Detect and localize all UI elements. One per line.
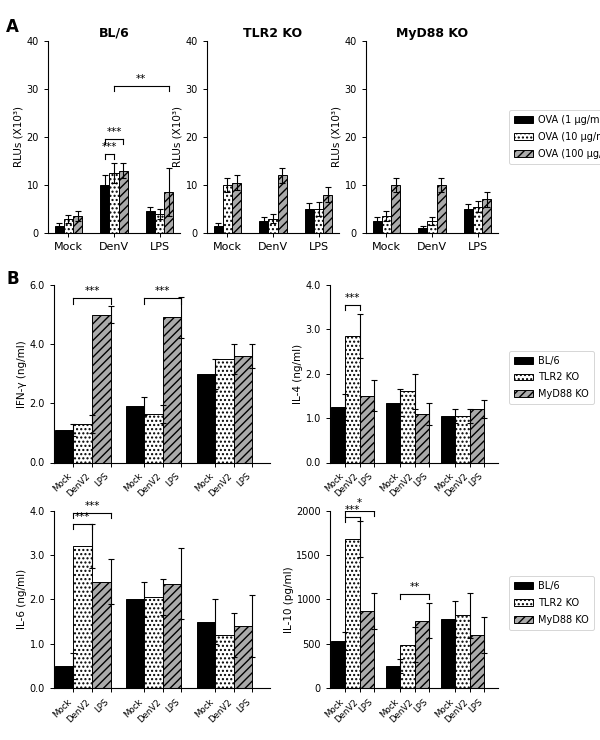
Y-axis label: IL-6 (ng/ml): IL-6 (ng/ml) xyxy=(17,569,27,630)
Bar xyxy=(215,635,234,688)
Bar xyxy=(455,616,470,688)
Legend: BL/6, TLR2 KO, MyD88 KO: BL/6, TLR2 KO, MyD88 KO xyxy=(509,576,593,630)
Text: ***: *** xyxy=(75,512,91,522)
Bar xyxy=(455,416,470,462)
Bar xyxy=(400,391,415,462)
Bar xyxy=(359,611,374,688)
Y-axis label: IL-4 (ng/ml): IL-4 (ng/ml) xyxy=(293,343,303,404)
Bar xyxy=(197,374,215,462)
Bar xyxy=(415,621,429,688)
Y-axis label: RLUs (X10³): RLUs (X10³) xyxy=(332,107,342,167)
Bar xyxy=(359,396,374,462)
Bar xyxy=(323,195,332,233)
Bar xyxy=(119,170,128,233)
Bar xyxy=(391,185,400,233)
Bar xyxy=(144,597,163,688)
Bar xyxy=(441,619,455,688)
Bar xyxy=(470,635,484,688)
Bar xyxy=(232,183,241,233)
Bar xyxy=(109,173,119,233)
Bar xyxy=(126,599,144,688)
Bar xyxy=(73,546,92,688)
Bar xyxy=(146,212,155,233)
Bar xyxy=(55,430,73,462)
Bar xyxy=(64,218,73,233)
Title: MyD88 KO: MyD88 KO xyxy=(396,27,468,39)
Bar xyxy=(73,424,92,462)
Bar xyxy=(164,192,173,233)
Bar xyxy=(163,584,181,688)
Bar xyxy=(345,336,359,462)
Bar xyxy=(331,407,345,462)
Text: ***: *** xyxy=(102,142,117,152)
Y-axis label: RLUs (X10³): RLUs (X10³) xyxy=(14,107,24,167)
Text: ***: *** xyxy=(106,127,122,138)
Bar xyxy=(373,221,382,233)
Bar xyxy=(305,209,314,233)
Bar xyxy=(441,416,455,462)
Bar xyxy=(386,403,400,462)
Bar xyxy=(427,221,437,233)
Bar xyxy=(400,645,415,688)
Bar xyxy=(482,199,491,233)
Bar xyxy=(223,185,232,233)
Legend: BL/6, TLR2 KO, MyD88 KO: BL/6, TLR2 KO, MyD88 KO xyxy=(509,351,593,404)
Bar xyxy=(73,216,82,233)
Text: ***: *** xyxy=(84,286,100,296)
Bar xyxy=(163,317,181,462)
Legend: OVA (1 μg/ml), OVA (10 μg/ml), OVA (100 μg/ml): OVA (1 μg/ml), OVA (10 μg/ml), OVA (100 … xyxy=(509,110,600,164)
Bar xyxy=(268,218,278,233)
Bar xyxy=(345,539,359,688)
Bar xyxy=(234,356,252,462)
Text: **: ** xyxy=(136,75,146,84)
Text: A: A xyxy=(6,18,19,36)
Bar xyxy=(55,226,64,233)
Bar xyxy=(278,175,287,233)
Text: *: * xyxy=(357,499,362,508)
Bar xyxy=(437,185,446,233)
Bar xyxy=(234,626,252,688)
Bar xyxy=(126,406,144,462)
Text: B: B xyxy=(6,270,19,288)
Text: **: ** xyxy=(410,582,420,592)
Bar xyxy=(473,206,482,233)
Text: ***: *** xyxy=(344,505,360,515)
Bar xyxy=(464,209,473,233)
Y-axis label: RLUs (X10³): RLUs (X10³) xyxy=(173,107,183,167)
Bar xyxy=(415,414,429,462)
Bar xyxy=(331,641,345,688)
Bar xyxy=(215,359,234,462)
Bar xyxy=(55,666,73,688)
Title: BL/6: BL/6 xyxy=(98,27,130,39)
Bar xyxy=(155,214,164,233)
Bar xyxy=(386,666,400,688)
Y-axis label: IFN-γ (ng/ml): IFN-γ (ng/ml) xyxy=(17,340,27,408)
Bar xyxy=(259,221,268,233)
Bar xyxy=(197,622,215,688)
Text: ***: *** xyxy=(155,286,170,296)
Bar xyxy=(314,209,323,233)
Bar xyxy=(144,414,163,462)
Bar xyxy=(92,314,110,462)
Bar xyxy=(418,228,427,233)
Bar xyxy=(382,216,391,233)
Bar xyxy=(100,185,109,233)
Bar xyxy=(470,409,484,462)
Y-axis label: IL-10 (pg/ml): IL-10 (pg/ml) xyxy=(284,566,293,633)
Bar xyxy=(214,226,223,233)
Bar xyxy=(92,582,110,688)
Text: ***: *** xyxy=(84,501,100,511)
Title: TLR2 KO: TLR2 KO xyxy=(244,27,302,39)
Text: ***: *** xyxy=(344,293,360,303)
